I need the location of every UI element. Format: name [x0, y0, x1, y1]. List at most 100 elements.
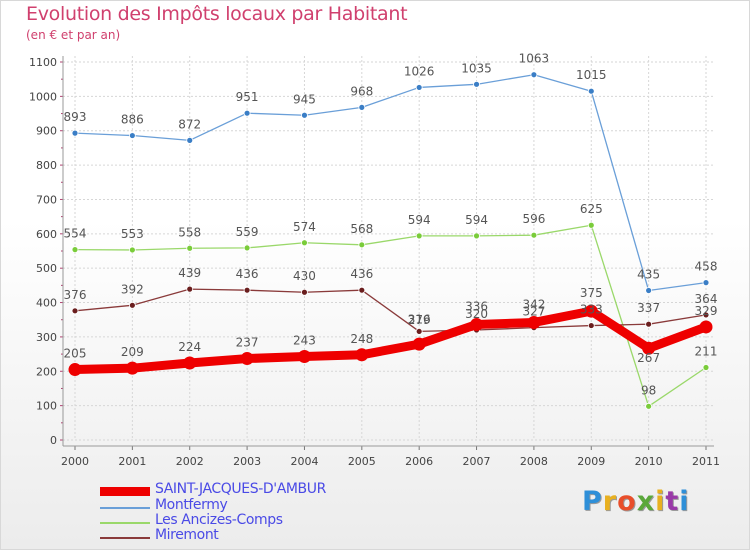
chart-title: Evolution des Impôts locaux par Habitant — [26, 3, 408, 25]
data-point — [71, 246, 79, 254]
data-label: 945 — [293, 92, 316, 106]
data-point — [186, 244, 194, 252]
data-label: 872 — [178, 117, 201, 131]
logo-letter: i — [679, 486, 690, 517]
data-point — [699, 320, 713, 334]
data-point — [645, 402, 653, 410]
data-point — [128, 132, 136, 139]
y-tick-label: 400 — [36, 297, 57, 310]
chart-subtitle: (en € et par an) — [26, 28, 121, 42]
data-label: 211 — [695, 344, 718, 358]
proxiti-logo: Proxiti — [582, 486, 690, 517]
data-point — [358, 286, 366, 294]
legend-label: SAINT-JACQUES-D'AMBUR — [155, 481, 326, 497]
y-tick-label: 1000 — [29, 90, 57, 103]
data-point — [473, 80, 480, 88]
x-tick-label: 2006 — [405, 455, 433, 468]
legend-label: Montfermy — [155, 497, 228, 513]
data-label: 1035 — [461, 61, 492, 75]
data-label: 951 — [236, 90, 259, 104]
data-label: 1015 — [576, 68, 607, 82]
data-label: 430 — [293, 269, 316, 283]
data-label: 333 — [580, 303, 603, 317]
data-label: 375 — [580, 286, 603, 300]
data-point — [183, 356, 197, 370]
legend-swatch — [100, 507, 150, 509]
data-point — [645, 287, 653, 294]
data-point — [355, 348, 369, 362]
data-label: 337 — [637, 301, 660, 315]
data-point — [358, 241, 366, 249]
y-tick-label: 1100 — [29, 56, 57, 69]
data-label: 1026 — [404, 64, 435, 78]
data-point — [587, 322, 595, 329]
data-point — [412, 337, 426, 351]
data-label: 1063 — [519, 52, 550, 66]
data-label: 205 — [64, 347, 87, 361]
series — [68, 71, 713, 410]
data-point — [530, 231, 538, 239]
data-point — [584, 304, 598, 318]
data-label: 574 — [293, 220, 316, 234]
data-point — [186, 136, 194, 144]
data-label: 342 — [522, 297, 545, 311]
x-tick-label: 2000 — [61, 455, 89, 468]
legend-swatch — [100, 522, 150, 524]
data-point — [68, 363, 82, 377]
data-label: 98 — [641, 383, 656, 397]
data-label: 554 — [64, 227, 87, 241]
y-tick-label: 200 — [36, 365, 57, 378]
data-point — [642, 341, 656, 355]
data-point — [587, 221, 595, 229]
data-label: 968 — [350, 84, 373, 98]
data-label: 267 — [637, 351, 660, 365]
data-label: 329 — [695, 304, 718, 318]
data-label: 436 — [350, 267, 373, 281]
logo-letter: P — [582, 486, 603, 517]
legend-swatch — [100, 537, 150, 539]
y-tick-label: 0 — [50, 434, 57, 447]
legend-swatch — [100, 487, 150, 496]
data-point — [702, 364, 710, 371]
x-tick-label: 2009 — [577, 455, 605, 468]
x-tick-label: 2002 — [176, 455, 204, 468]
x-tick-label: 2003 — [233, 455, 261, 468]
data-label: 625 — [580, 202, 603, 216]
data-point — [473, 232, 480, 240]
data-label: 436 — [236, 267, 259, 281]
x-tick-label: 2007 — [463, 455, 491, 468]
x-tick-label: 2011 — [692, 455, 720, 468]
data-point — [415, 84, 423, 91]
grid — [63, 56, 714, 441]
data-point — [128, 301, 136, 309]
data-label: 327 — [522, 305, 545, 319]
data-label: 376 — [64, 288, 87, 302]
data-label: 568 — [350, 222, 373, 236]
data-point — [301, 111, 308, 119]
data-label: 435 — [637, 268, 660, 282]
data-label: 237 — [236, 336, 259, 350]
data-point — [71, 307, 79, 315]
series-line — [70, 306, 711, 375]
data-label: 559 — [236, 225, 259, 239]
y-tick-label: 700 — [36, 193, 57, 206]
data-point — [301, 288, 308, 296]
data-point — [243, 109, 251, 117]
data-point — [702, 279, 710, 287]
data-label: 886 — [121, 113, 144, 127]
x-tick-label: 2008 — [520, 455, 548, 468]
data-label: 316 — [408, 312, 431, 326]
logo-letter: r — [602, 486, 618, 517]
data-label: 458 — [695, 260, 718, 274]
data-point — [125, 361, 139, 375]
y-tick-label: 300 — [36, 331, 57, 344]
data-label: 209 — [121, 345, 144, 359]
data-point — [301, 239, 308, 247]
x-tick-label: 2010 — [635, 455, 663, 468]
axes: 0 100 200 300 400 500 600 700 800 900 1000 1100 2000… — [29, 56, 720, 468]
data-point — [243, 286, 251, 294]
logo-letter: x — [636, 486, 656, 517]
data-label: 248 — [350, 332, 373, 346]
x-tick-label: 2005 — [348, 455, 376, 468]
